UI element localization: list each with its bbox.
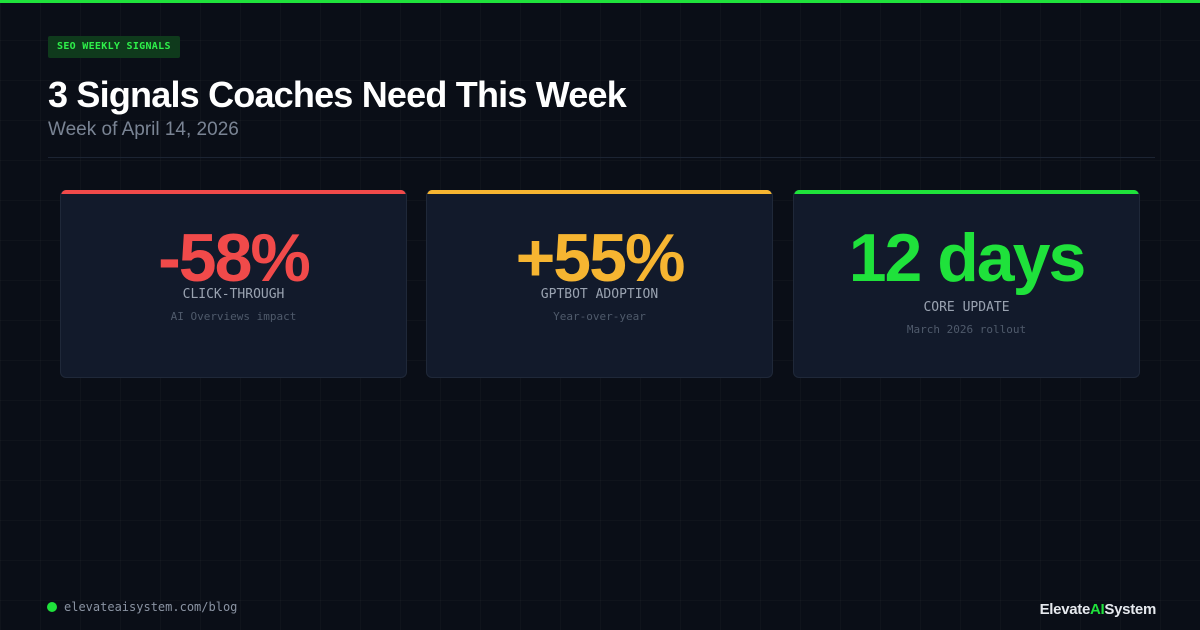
card-accent xyxy=(61,190,406,194)
brand-part: Elevate xyxy=(1039,601,1091,618)
status-dot xyxy=(47,602,57,612)
card-label: CORE UPDATE xyxy=(923,300,1010,315)
brand-part: System xyxy=(1104,601,1156,618)
signal-card: -58% CLICK-THROUGH AI Overviews impact xyxy=(60,190,407,378)
card-note: Year-over-year xyxy=(553,310,646,323)
top-bar xyxy=(0,0,1200,3)
brand-part: AI xyxy=(1090,601,1105,618)
badge: SEO WEEKLY SIGNALS xyxy=(48,36,180,58)
signal-card: 12 days CORE UPDATE March 2026 rollout xyxy=(793,190,1140,378)
subtitle: Week of April 14, 2026 xyxy=(48,119,239,140)
card-note: March 2026 rollout xyxy=(906,323,1027,336)
card-label: GPTBOT ADOPTION xyxy=(540,287,659,302)
title: 3 Signals Coaches Need This Week xyxy=(48,74,627,115)
brand: ElevateAISystem xyxy=(1039,601,1157,618)
footer-url: elevateaisystem.com/blog xyxy=(64,600,238,614)
card-note: AI Overviews impact xyxy=(170,310,297,323)
card-accent xyxy=(794,190,1139,194)
card-value: 12 days xyxy=(848,220,1087,296)
signal-card: +55% GPTBOT ADOPTION Year-over-year xyxy=(426,190,773,378)
divider xyxy=(48,157,1155,158)
card-accent xyxy=(427,190,772,194)
card-value: -58% xyxy=(158,220,311,296)
card-value: +55% xyxy=(515,220,686,296)
card-label: CLICK-THROUGH xyxy=(182,287,285,302)
